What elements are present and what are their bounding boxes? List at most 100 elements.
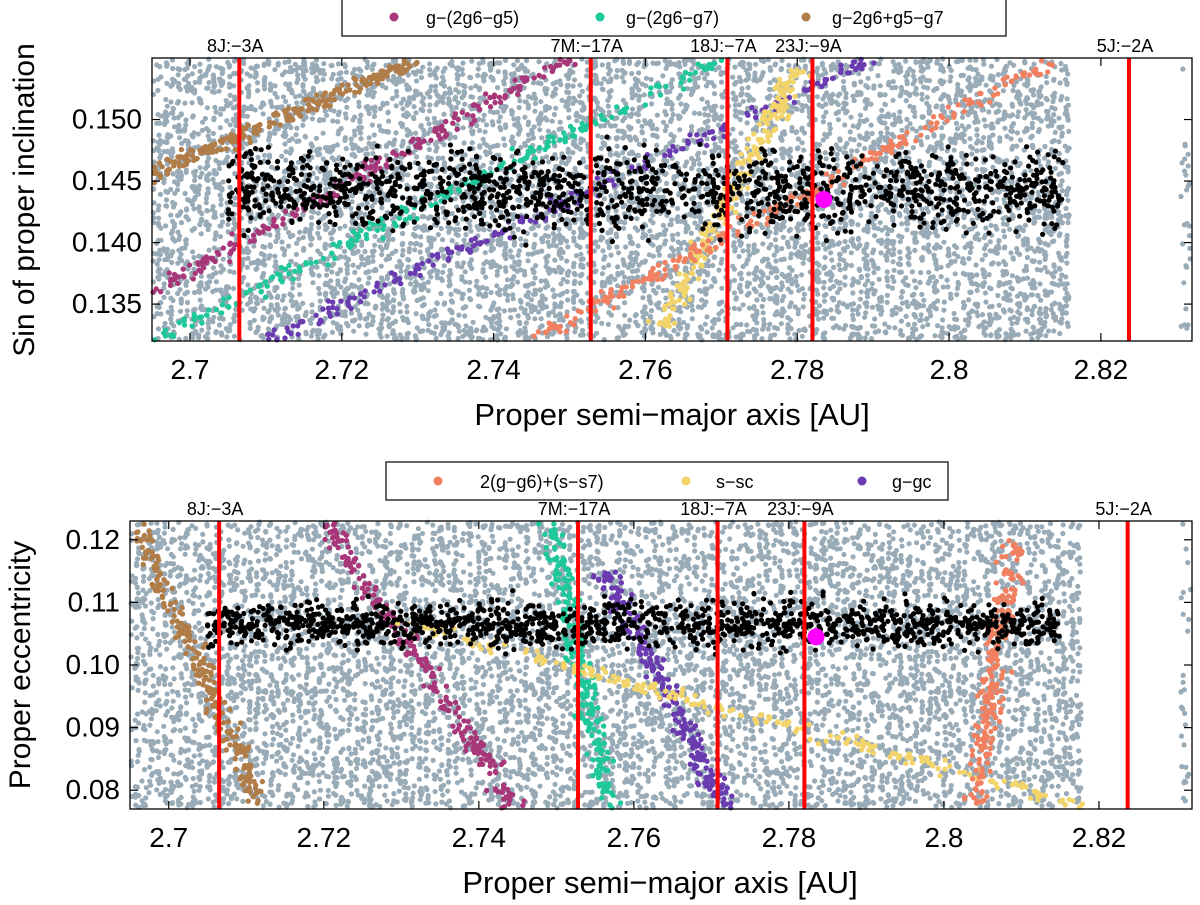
background-point [352, 269, 358, 275]
background-point [743, 77, 749, 83]
background-point [467, 75, 474, 81]
background-point [643, 232, 649, 238]
background-point [711, 254, 717, 260]
background-point [702, 106, 708, 112]
background-point [505, 297, 511, 303]
background-point [454, 260, 460, 266]
background-point [667, 61, 674, 67]
background-point [571, 299, 577, 305]
background-point [213, 279, 219, 285]
background-point [317, 298, 323, 304]
background-point [400, 138, 406, 144]
background-point [678, 101, 684, 107]
background-point [459, 66, 465, 72]
background-point [345, 323, 351, 329]
background-point [539, 323, 545, 329]
background-point [730, 139, 736, 146]
background-point [162, 113, 168, 119]
background-point [261, 305, 267, 311]
background-point [168, 133, 174, 139]
background-point [253, 329, 259, 336]
background-point [189, 71, 195, 77]
background-point [376, 123, 382, 129]
background-point [509, 281, 515, 287]
background-point [424, 316, 431, 322]
background-point [779, 57, 785, 64]
background-point [183, 122, 189, 128]
background-point [203, 72, 209, 78]
background-point [197, 297, 203, 303]
background-point [622, 115, 628, 121]
background-point [642, 326, 649, 332]
background-point [191, 331, 197, 337]
background-point [780, 234, 787, 240]
background-point [656, 252, 663, 258]
background-point [199, 327, 205, 333]
background-point [491, 300, 497, 306]
background-point [504, 277, 511, 283]
background-point [323, 272, 330, 278]
background-point [356, 99, 362, 105]
background-point [750, 97, 757, 103]
background-point [518, 236, 524, 242]
background-point [759, 258, 766, 264]
background-point [778, 67, 784, 73]
background-point [662, 58, 668, 64]
background-point [515, 313, 521, 319]
background-point [251, 317, 257, 323]
background-point [255, 88, 261, 94]
background-point [696, 111, 703, 117]
background-point [483, 149, 489, 155]
background-point [626, 60, 633, 66]
background-point [226, 62, 232, 68]
background-point [556, 232, 562, 238]
background-point [197, 165, 203, 171]
background-point [779, 306, 786, 312]
background-point [218, 197, 224, 203]
background-point [773, 258, 779, 264]
background-point [412, 333, 419, 339]
background-point [533, 263, 539, 269]
background-point [324, 112, 330, 118]
background-point [532, 305, 538, 311]
background-point [191, 266, 197, 272]
background-point [653, 290, 659, 296]
background-point [452, 96, 458, 102]
background-point [462, 313, 468, 319]
background-point [600, 248, 606, 254]
background-point [176, 122, 182, 128]
background-point [315, 230, 321, 236]
background-point [342, 135, 348, 141]
background-point [192, 177, 198, 184]
background-point [405, 264, 411, 270]
background-point [542, 296, 548, 302]
background-point [163, 188, 169, 194]
background-point [309, 70, 315, 76]
background-point [507, 307, 513, 313]
background-point [668, 335, 674, 341]
background-point [433, 312, 439, 318]
background-point [508, 176, 514, 183]
background-point [525, 315, 532, 321]
background-point [246, 83, 252, 89]
background-point [578, 262, 584, 268]
background-point [288, 87, 295, 93]
background-point [676, 317, 682, 323]
background-point [428, 244, 434, 250]
background-point [322, 282, 328, 288]
background-point [601, 196, 608, 202]
background-point [379, 205, 385, 211]
background-point [564, 258, 570, 264]
background-point [342, 64, 348, 70]
background-point [480, 266, 486, 273]
background-point [309, 221, 315, 228]
background-point [204, 85, 210, 91]
background-point [248, 104, 254, 110]
background-point [213, 329, 219, 335]
background-point [157, 191, 163, 197]
background-point [232, 171, 238, 177]
background-point [290, 232, 296, 238]
background-point [300, 234, 306, 241]
background-point [516, 104, 522, 111]
background-point [410, 114, 416, 120]
